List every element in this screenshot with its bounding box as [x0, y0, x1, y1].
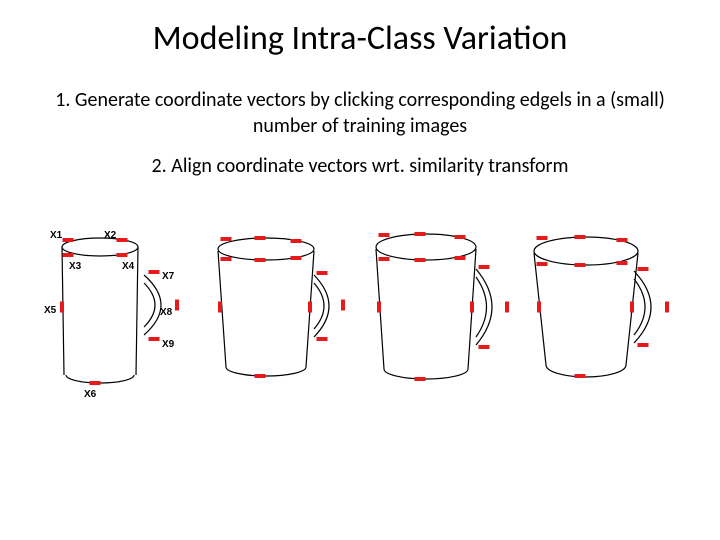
svg-text:X4: X4 — [122, 261, 135, 272]
svg-text:X8: X8 — [160, 307, 173, 318]
mug-4 — [528, 217, 678, 402]
slide-container: Modeling Intra-Class Variation 1. Genera… — [0, 0, 720, 402]
mug-svg — [528, 217, 678, 402]
mug-svg: X1 X2 X3 X4 X5 X6 X7 X8 X9 — [42, 217, 192, 402]
svg-text:X3: X3 — [69, 261, 82, 272]
svg-text:X1: X1 — [50, 230, 63, 241]
mug-svg — [366, 217, 516, 402]
mug-1: X1 X2 X3 X4 X5 X6 X7 X8 X9 — [42, 217, 192, 402]
bullet-2: 2. Align coordinate vectors wrt. similar… — [40, 153, 680, 179]
svg-text:X9: X9 — [162, 339, 175, 350]
mug-svg — [204, 217, 354, 402]
svg-text:X7: X7 — [162, 271, 175, 282]
svg-text:X5: X5 — [44, 305, 57, 316]
bullet-1: 1. Generate coordinate vectors by clicki… — [40, 87, 680, 139]
svg-text:X6: X6 — [84, 389, 97, 400]
svg-text:X2: X2 — [104, 230, 117, 241]
slide-title: Modeling Intra-Class Variation — [40, 18, 680, 59]
mug-2 — [204, 217, 354, 402]
mug-3 — [366, 217, 516, 402]
mug-figure-row: X1 X2 X3 X4 X5 X6 X7 X8 X9 — [40, 217, 680, 402]
